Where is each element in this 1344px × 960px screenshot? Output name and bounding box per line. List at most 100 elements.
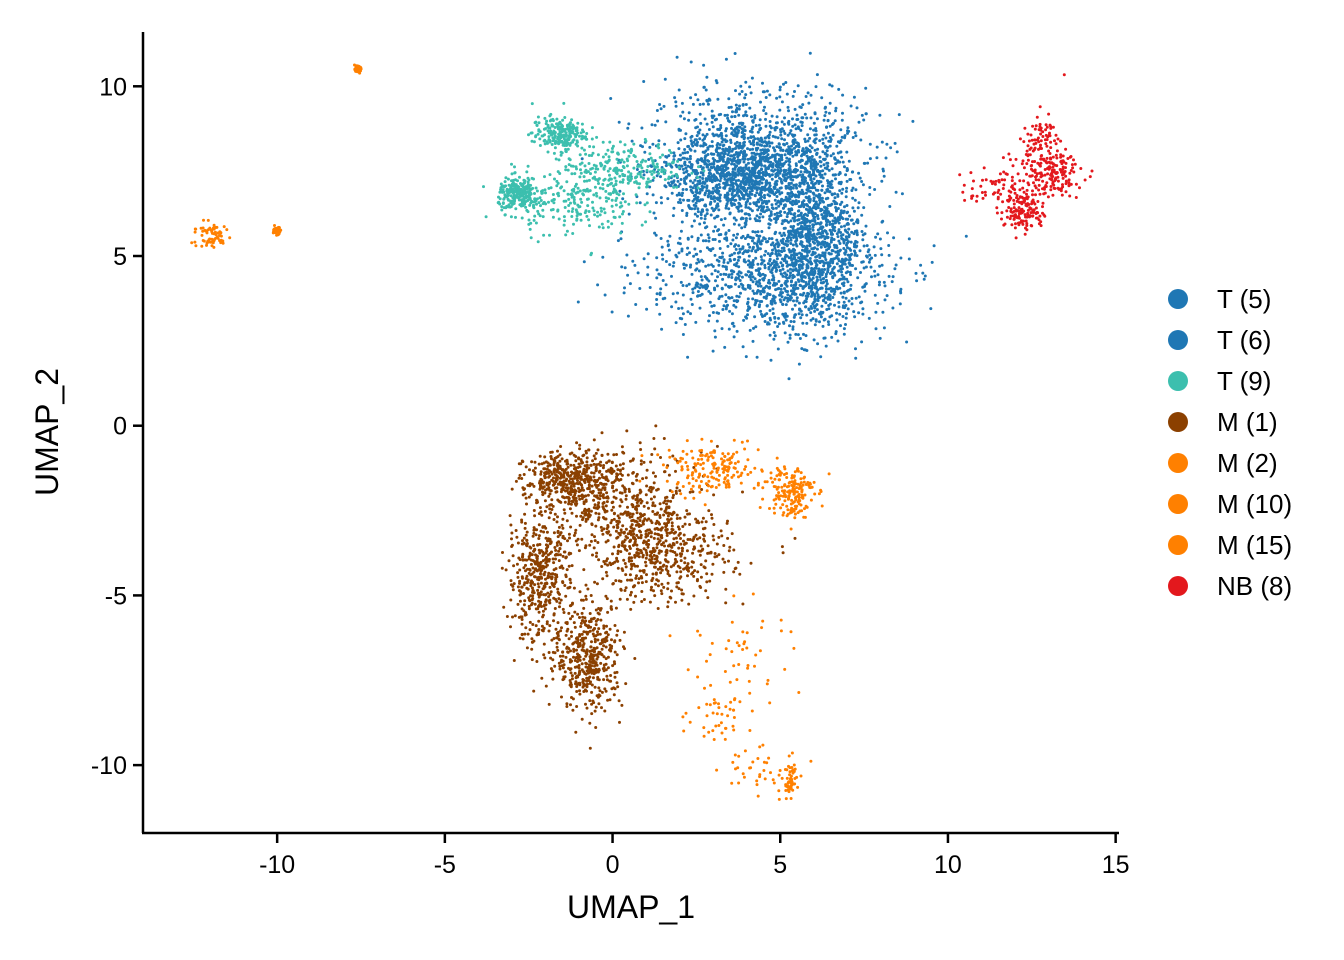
data-point (553, 142, 557, 145)
data-point (730, 162, 734, 166)
data-point (580, 200, 584, 204)
data-point (781, 303, 785, 306)
data-point (657, 168, 661, 172)
data-point (849, 104, 853, 108)
data-point (693, 197, 696, 201)
data-point (578, 175, 582, 179)
data-point (601, 187, 605, 191)
data-point (733, 153, 736, 157)
data-point (833, 119, 837, 123)
data-point (556, 181, 560, 185)
data-point (859, 271, 862, 274)
data-point (844, 190, 848, 193)
data-point (847, 235, 851, 239)
data-point (768, 217, 772, 221)
data-point (580, 137, 584, 141)
data-point (606, 219, 610, 223)
data-point (857, 171, 861, 175)
data-point (765, 205, 769, 209)
data-point (789, 296, 793, 300)
data-point (686, 198, 690, 202)
data-point (642, 460, 646, 464)
data-point (743, 113, 747, 117)
data-point (713, 238, 717, 241)
data-point (737, 113, 741, 117)
data-point (796, 286, 800, 290)
data-point (743, 140, 746, 144)
data-point (756, 248, 760, 252)
data-point (575, 217, 579, 221)
data-point (712, 493, 716, 497)
data-point (797, 362, 801, 366)
data-point (663, 544, 666, 548)
data-point (715, 143, 719, 147)
data-point (806, 291, 810, 295)
data-point (753, 230, 757, 234)
data-point (851, 170, 855, 174)
data-point (546, 150, 550, 154)
data-point (787, 276, 791, 280)
data-point (794, 164, 798, 167)
data-point (671, 454, 675, 458)
data-point (731, 238, 735, 242)
data-point (724, 232, 728, 236)
data-point (622, 291, 626, 295)
data-point (794, 229, 798, 233)
data-point (564, 149, 568, 153)
data-point (741, 234, 745, 238)
data-point (782, 129, 786, 133)
data-point (699, 249, 702, 253)
data-point (661, 257, 665, 261)
data-point (566, 127, 570, 131)
data-point (664, 120, 668, 124)
data-point (687, 282, 691, 286)
data-point (732, 258, 736, 262)
data-point (860, 340, 864, 344)
data-point (631, 518, 635, 522)
data-point (597, 182, 600, 185)
data-point (810, 247, 814, 251)
data-point (795, 169, 799, 173)
data-point (712, 173, 716, 177)
data-point (570, 118, 574, 122)
data-point (700, 292, 704, 296)
data-point (622, 531, 626, 535)
data-point (694, 283, 698, 287)
data-point (759, 273, 763, 277)
data-point (618, 180, 622, 184)
data-point (808, 239, 812, 242)
data-point (788, 168, 792, 171)
data-point (801, 201, 804, 205)
data-point (891, 275, 895, 279)
data-point (824, 344, 828, 348)
data-point (577, 205, 581, 209)
data-point (582, 260, 586, 264)
data-point (737, 146, 741, 150)
data-point (528, 227, 532, 231)
data-point (818, 260, 821, 264)
data-point (658, 103, 662, 106)
data-point (743, 157, 747, 161)
data-point (731, 196, 735, 200)
data-point (919, 263, 923, 267)
data-point (601, 505, 605, 509)
data-point (578, 162, 582, 166)
data-point (533, 197, 537, 201)
data-point (778, 298, 782, 302)
data-point (713, 158, 717, 162)
data-point (635, 504, 639, 508)
data-point (795, 296, 799, 300)
data-point (805, 313, 809, 317)
data-point (703, 117, 707, 121)
data-point (704, 178, 708, 182)
data-point (799, 257, 802, 261)
data-point (865, 254, 868, 258)
data-point (824, 272, 828, 276)
data-point (566, 192, 570, 196)
data-point (615, 453, 618, 456)
data-point (785, 284, 789, 288)
data-point (736, 131, 740, 135)
data-point (593, 185, 597, 189)
data-point (694, 201, 698, 205)
data-point (701, 133, 705, 137)
